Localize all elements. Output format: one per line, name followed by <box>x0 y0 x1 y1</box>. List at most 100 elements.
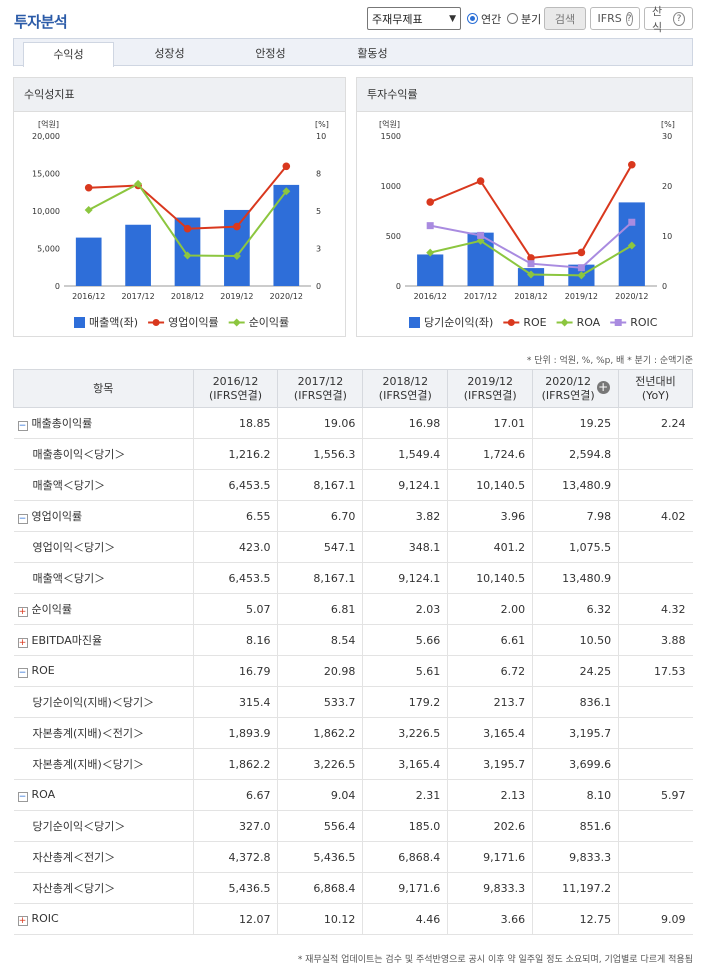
table-cell: 2.00 <box>447 593 533 625</box>
collapse-icon[interactable]: − <box>17 421 28 431</box>
y-left-tick-label: 10,000 <box>32 207 60 216</box>
profitability-chart-panel: 수익성지표 [억원] [%] 0 5,000 10,000 15,000 20,000 0 3 5… <box>13 77 346 337</box>
y-left-tick-label: 0 <box>55 282 60 291</box>
legend-marker <box>152 319 160 326</box>
table-cell: 17.53 <box>618 655 693 687</box>
table-cell: 6,868.4 <box>362 841 448 873</box>
series-point <box>282 162 291 171</box>
table-row: 자산총계＜전기＞ 4,372.8 5,436.5 6,868.4 9,171.6 9,83… <box>13 841 693 873</box>
tab-growth[interactable]: 성장성 <box>154 47 185 60</box>
formula-help-button[interactable]: 산식 ? <box>644 5 693 34</box>
expand-icon[interactable]: + <box>17 607 28 617</box>
tab-activity[interactable]: 활동성 <box>357 47 388 60</box>
table-cell <box>618 841 693 873</box>
table-cell: 2.31 <box>362 779 448 811</box>
row-label-cell: 당기순이익＜당기＞ <box>13 810 194 842</box>
legend-label: 순이익률 <box>249 316 289 329</box>
row-label-cell: 영업이익＜당기＞ <box>13 531 194 563</box>
table-cell: 6,868.4 <box>277 872 363 904</box>
x-tick-label: 2017/12 <box>121 292 154 301</box>
table-cell: 1,893.9 <box>192 717 278 749</box>
tab-bar: 수익성 성장성 안정성 활동성 <box>13 38 693 67</box>
table-cell <box>618 531 693 563</box>
table-cell: 6.32 <box>532 593 619 625</box>
table-cell: 3.96 <box>447 500 533 532</box>
row-label-cell: 매출총이익＜당기＞ <box>13 438 194 470</box>
row-label-cell: 자본총계(지배)＜전기＞ <box>13 717 194 749</box>
series-point <box>627 241 636 250</box>
series-point <box>577 264 585 272</box>
row-label-cell: 당기순이익(지배)＜당기＞ <box>13 686 194 718</box>
table-cell: 1,549.4 <box>362 438 448 470</box>
table-cell: 6.55 <box>192 500 278 532</box>
table-cell <box>618 686 693 718</box>
table-cell: 423.0 <box>192 531 278 563</box>
tab-stability[interactable]: 안정성 <box>255 47 286 60</box>
radio-annual[interactable]: 연간 <box>467 7 501 30</box>
y-left-tick-label: 0 <box>396 282 401 291</box>
collapse-icon[interactable]: − <box>17 792 28 802</box>
y-right-tick-label: 5 <box>316 207 321 216</box>
panel-title: 수익성지표 <box>14 78 345 112</box>
bar <box>224 209 250 286</box>
row-label: 매출총이익＜당기＞ <box>32 448 126 461</box>
expand-icon[interactable]: + <box>17 916 28 926</box>
table-row: 자산총계＜당기＞ 5,436.5 6,868.4 9,171.6 9,833.3 11,1… <box>13 872 693 904</box>
header-2020: 2020/12 (IFRS연결)+ <box>532 369 620 408</box>
y-left-unit: [억원] <box>379 119 400 129</box>
x-tick-label: 2018/12 <box>171 292 204 301</box>
row-label: 자산총계＜당기＞ <box>32 882 116 895</box>
expand-icon[interactable]: + <box>17 638 28 648</box>
y-right-tick-label: 10 <box>316 132 326 141</box>
legend-marker <box>614 319 622 326</box>
table-cell: 851.6 <box>532 810 619 842</box>
table-cell: 836.1 <box>532 686 619 718</box>
table-cell: 13,480.9 <box>532 562 619 594</box>
table-cell: 3,699.6 <box>532 748 619 780</box>
table-cell: 2.24 <box>618 407 693 439</box>
add-column-icon[interactable]: + <box>596 379 610 394</box>
table-cell: 6,453.5 <box>192 469 278 501</box>
table-cell: 556.4 <box>277 810 363 842</box>
table-cell: 327.0 <box>192 810 278 842</box>
statement-select[interactable]: 주재무제표 ▼ <box>367 7 461 30</box>
question-icon: ? <box>625 11 633 26</box>
table-row: 자본총계(지배)＜전기＞ 1,893.9 1,862.2 3,226.5 3,165.4… <box>13 717 693 749</box>
table-cell: 9,833.3 <box>532 841 619 873</box>
table-cell <box>618 469 693 501</box>
row-label: 영업이익률 <box>31 510 83 523</box>
legend-label: 당기순이익(좌) <box>424 316 493 329</box>
table-cell <box>618 810 693 842</box>
legend-marker <box>560 318 569 327</box>
row-label: 당기순이익＜당기＞ <box>32 820 126 833</box>
page-title: 투자분석 <box>14 13 68 31</box>
table-cell: 348.1 <box>362 531 448 563</box>
table-cell: 8,167.1 <box>277 562 363 594</box>
table-cell: 10,140.5 <box>447 562 533 594</box>
table-cell: 6.81 <box>277 593 363 625</box>
table-cell: 3.88 <box>618 624 693 656</box>
bar <box>75 237 102 286</box>
row-label: 당기순이익(지배)＜당기＞ <box>32 696 155 709</box>
radio-unselected-icon <box>507 13 518 24</box>
collapse-icon[interactable]: − <box>17 514 28 524</box>
radio-quarter[interactable]: 분기 <box>507 7 541 30</box>
table-cell: 179.2 <box>362 686 448 718</box>
tab-profitability[interactable]: 수익성 <box>23 42 114 67</box>
table-row: 매출총이익＜당기＞ 1,216.2 1,556.3 1,549.4 1,724.6 2,5… <box>13 438 693 470</box>
table-cell: 2.13 <box>447 779 533 811</box>
table-cell: 5,436.5 <box>277 841 363 873</box>
table-cell: 4,372.8 <box>192 841 278 873</box>
row-label: ROA <box>31 788 56 801</box>
collapse-icon[interactable]: − <box>17 668 28 678</box>
header-2016: 2016/12 (IFRS연결) <box>192 369 279 408</box>
row-label: 매출액＜당기＞ <box>32 479 106 492</box>
search-button[interactable]: 검색 <box>544 7 586 30</box>
table-cell <box>618 748 693 780</box>
row-label: 자본총계(지배)＜전기＞ <box>32 727 145 740</box>
table-cell: 547.1 <box>277 531 363 563</box>
ifrs-help-button[interactable]: IFRS ? <box>590 7 640 30</box>
header-2017: 2017/12 (IFRS연결) <box>277 369 364 408</box>
series-point <box>527 260 535 268</box>
row-label-cell: + EBITDA마진율 <box>13 624 194 656</box>
